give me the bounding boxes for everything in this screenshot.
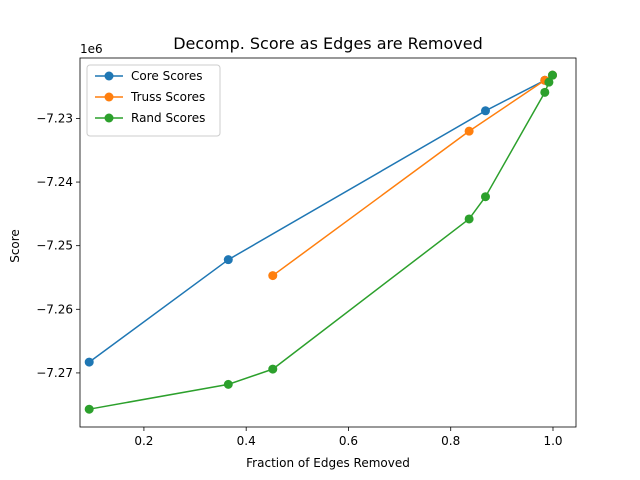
data-point-rand-scores	[223, 379, 233, 389]
plot-area	[84, 70, 557, 414]
data-point-truss-scores	[268, 271, 278, 281]
data-point-truss-scores	[464, 126, 474, 136]
x-tick-label: 0.6	[339, 434, 358, 448]
y-axis-label: Score	[8, 229, 22, 263]
data-point-core-scores	[223, 255, 233, 265]
data-point-rand-scores	[547, 70, 557, 80]
data-point-rand-scores	[540, 87, 550, 97]
legend: Core Scores Truss Scores Rand Scores	[86, 64, 221, 137]
y-axis-multiplier: 1e6	[80, 42, 103, 56]
x-tick-label: 1.0	[543, 434, 562, 448]
legend-label-truss-scores: Truss Scores	[130, 90, 205, 104]
x-tick-label: 0.8	[441, 434, 460, 448]
data-point-rand-scores	[464, 214, 474, 224]
data-point-rand-scores	[544, 77, 554, 87]
data-point-rand-scores	[84, 404, 94, 414]
y-tick-label: −7.26	[36, 302, 73, 316]
legend-marker-core-scores	[104, 71, 114, 81]
axes-frame	[79, 57, 577, 428]
y-tick-label: −7.27	[36, 366, 73, 380]
data-point-rand-scores	[480, 192, 490, 202]
legend-marker-rand-scores	[104, 113, 114, 123]
y-tick-label: −7.23	[36, 111, 73, 125]
legend-marker-truss-scores	[104, 92, 114, 102]
x-tick-label: 0.2	[134, 434, 153, 448]
x-axis-label: Fraction of Edges Removed	[246, 456, 410, 470]
y-tick-label: −7.25	[36, 239, 73, 253]
data-point-core-scores	[84, 357, 94, 367]
legend-label-core-scores: Core Scores	[131, 69, 202, 83]
legend-label-rand-scores: Rand Scores	[131, 111, 205, 125]
data-point-rand-scores	[268, 364, 278, 374]
data-point-core-scores	[480, 106, 490, 116]
axes: 0.2 0.4 0.6 0.8 1.0 −7.27 −7.26 −7.25 −7.24 −7.23	[36, 57, 577, 448]
chart-title: Decomp. Score as Edges are Removed	[173, 34, 483, 53]
y-tick-label: −7.24	[36, 175, 73, 189]
x-tick-label: 0.4	[237, 434, 256, 448]
